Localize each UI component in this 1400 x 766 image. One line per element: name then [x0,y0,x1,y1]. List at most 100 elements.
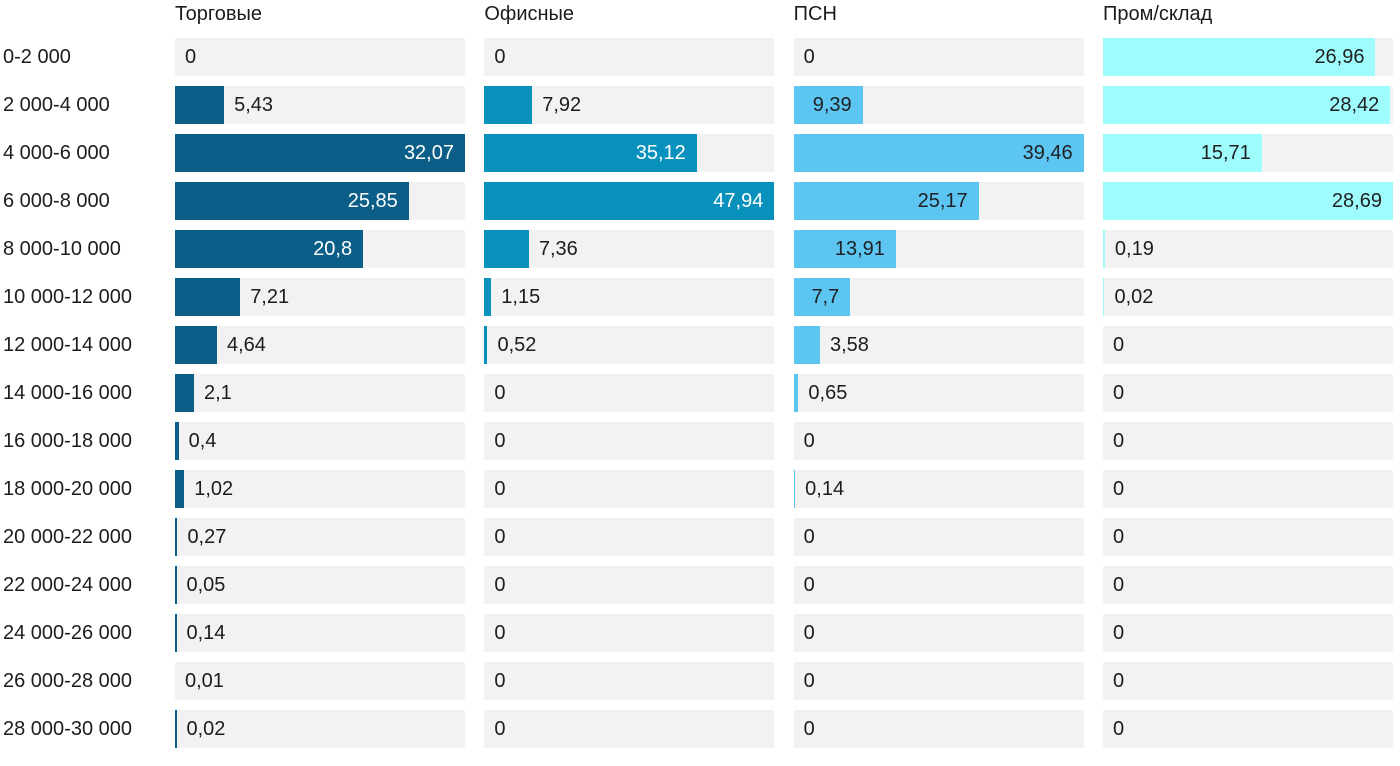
value-label: 0,52 [497,334,537,356]
value-label: 28,69 [1331,190,1382,212]
bar [175,278,241,316]
row-label: 2 000-4 000 [3,94,110,116]
bar [175,86,225,124]
bar [793,86,863,124]
bar-track: 7,21 [175,278,465,316]
bar-track: 0,52 [484,326,775,364]
value-label: 0,14 [186,622,226,644]
value-label: 0 [494,574,506,596]
row-label: 18 000-20 000 [3,478,133,500]
bar [793,374,799,412]
value-label: 25,85 [347,190,398,212]
value-label: 0 [494,46,506,68]
bar [175,470,185,508]
bar-track: 26,96 [1102,38,1393,76]
value-label: 25,17 [917,190,968,212]
bar [484,278,492,316]
value-label: 0,02 [186,718,226,740]
bar [793,278,851,316]
value-label: 26,96 [1314,46,1365,68]
bar-track: 47,94 [484,182,775,220]
value-label: 0 [803,574,815,596]
value-label: 0,27 [187,526,227,548]
bar-track: 0 [1102,518,1393,556]
value-label: 0 [803,526,815,548]
value-label: 47,94 [713,190,764,212]
row-label: 14 000-16 000 [3,382,133,404]
row-label: 28 000-30 000 [3,718,133,740]
bar [1102,230,1105,268]
bar [175,182,409,220]
bar-track: 9,39 [793,86,1084,124]
value-label: 7,92 [542,94,582,116]
value-label: 0 [494,670,506,692]
value-label: 0 [494,478,506,500]
bar-track: 0 [484,614,775,652]
bar-track: 0 [1102,566,1393,604]
bar [175,230,364,268]
bar-track: 0 [793,422,1084,460]
bar-track: 0,4 [175,422,465,460]
bar-track: 2,1 [175,374,465,412]
bar-track: 0 [1102,470,1393,508]
value-label: 4,64 [226,334,266,356]
row-label: 16 000-18 000 [3,430,133,452]
bar-track: 5,43 [175,86,465,124]
bar-track: 25,17 [793,182,1084,220]
bar [793,230,896,268]
bar-track: 0,19 [1102,230,1393,268]
value-label: 0 [1112,574,1125,596]
value-label: 0 [803,718,815,740]
bar [1102,278,1105,316]
value-label: 0 [494,430,506,452]
bar-track: 0 [793,38,1084,76]
bar [175,374,194,412]
value-label: 0,14 [805,478,845,500]
bar-track: 1,15 [484,278,775,316]
bar-track: 0 [793,614,1084,652]
bar-track: 0 [484,374,775,412]
value-label: 0 [803,46,815,68]
bar [793,326,820,364]
value-label: 9,39 [812,94,852,116]
value-label: 0 [1112,526,1125,548]
bar [175,326,217,364]
bar-track: 0 [484,518,775,556]
value-label: 0,01 [185,670,224,692]
value-label: 0 [803,622,815,644]
value-label: 3,58 [829,334,869,356]
bar [1102,86,1391,124]
row-label: 0-2 000 [3,46,71,68]
bar-track: 1,02 [175,470,465,508]
value-label: 0 [1112,718,1125,740]
value-label: 0 [494,526,506,548]
bar [484,182,775,220]
row-label: 8 000-10 000 [3,238,121,260]
value-label: 0,65 [808,382,848,404]
bar-track: 0,05 [175,566,465,604]
bar-track: 0 [793,566,1084,604]
bar [484,230,529,268]
bar-track: 0,14 [175,614,465,652]
bar-track: 0 [1102,374,1393,412]
bar-track: 0 [1102,710,1393,748]
bar-track: 0 [793,662,1084,700]
value-label: 35,12 [635,142,686,164]
bar-track: 0,27 [175,518,465,556]
bar-track: 39,46 [793,134,1084,172]
value-label: 0 [1112,478,1125,500]
row-label: 20 000-22 000 [3,526,133,548]
bar [484,134,697,172]
value-label: 7,36 [538,238,578,260]
column-header-2: Офисные [484,3,575,25]
column-header-3: ПСН [793,3,837,25]
value-label: 7,21 [250,286,290,308]
row-label: 10 000-12 000 [3,286,133,308]
bar-track: 0 [1102,326,1393,364]
bar [484,86,533,124]
bar [175,614,177,652]
value-label: 0 [185,46,197,68]
value-label: 0 [1112,382,1125,404]
bar [1102,134,1262,172]
